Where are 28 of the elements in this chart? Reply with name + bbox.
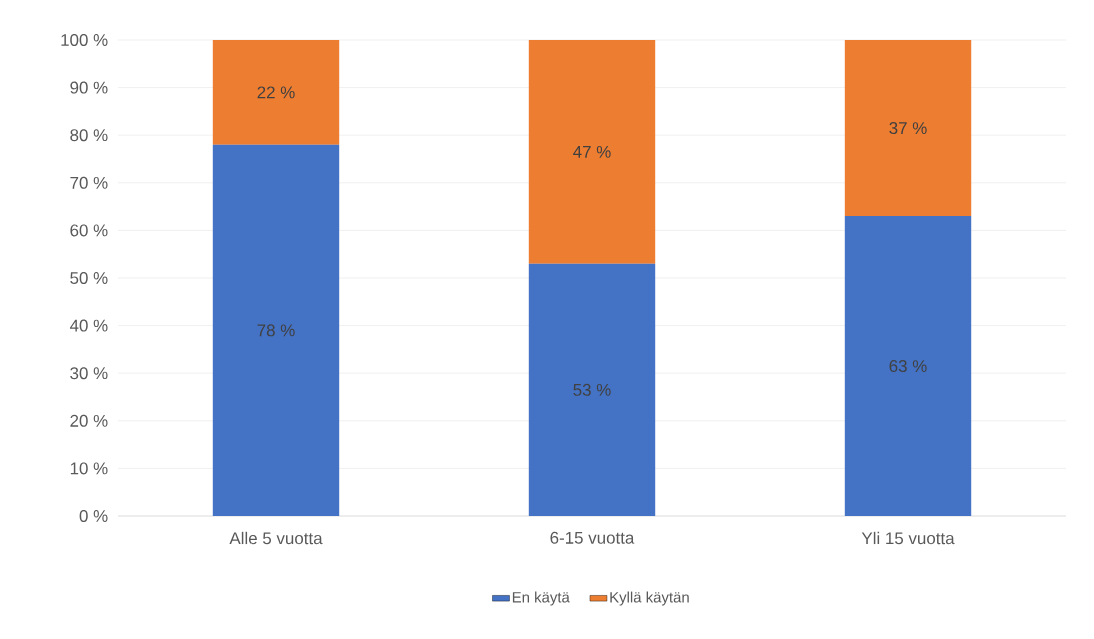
x-tick-label: Alle 5 vuotta [229,531,323,545]
bar [844,216,972,516]
data-label: 37 % [889,122,927,135]
legend-label: En käytä [512,591,570,606]
x-tick-label: Yli 15 vuotta [861,531,955,545]
data-label: 78 % [257,324,295,337]
legend-label: Kyllä käytän [610,591,689,606]
x-tick-label: 6-15 vuotta [550,531,635,544]
y-tick-label: 10 % [70,462,108,475]
bar [528,263,656,516]
bar [212,39,340,145]
data-label: 53 % [573,383,611,396]
data-label: 47 % [573,145,611,158]
bar [212,144,340,516]
y-tick-label: 80 % [70,129,108,142]
y-tick-label: 20 % [70,414,108,427]
y-tick-label: 60 % [70,224,108,237]
bar [528,40,656,264]
y-tick-label: 30 % [70,367,108,380]
data-label: 63 % [889,360,927,373]
data-label: 22 % [257,86,295,99]
y-tick-label: 100 % [61,34,108,46]
y-tick-label: 70 % [70,176,108,189]
y-tick-label: 90 % [70,81,108,94]
y-tick-label: 40 % [69,319,108,332]
y-tick-label: 0 % [79,510,108,522]
y-tick-label: 50 % [70,272,108,284]
bar [844,40,972,217]
